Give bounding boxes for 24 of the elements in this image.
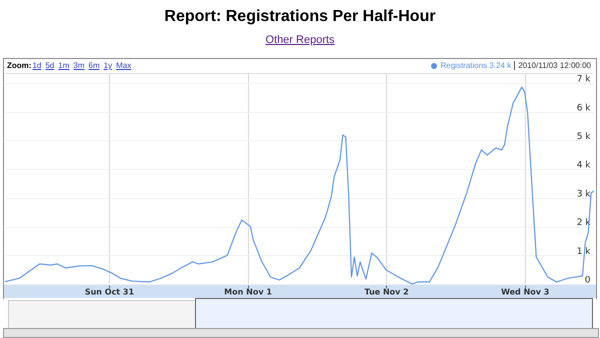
chart-title: Report: Registrations Per Half-Hour xyxy=(163,8,437,26)
y-tick-label: 6 k xyxy=(576,103,592,114)
chart-subtitle: Other Reports xyxy=(264,34,336,46)
text: 6m xyxy=(88,61,100,70)
x-tick-label: Sun Oct 31 xyxy=(84,288,134,296)
text: 1y xyxy=(104,61,112,70)
text: 3m xyxy=(73,61,84,70)
y-tick-label: 1 k xyxy=(576,246,592,257)
text: 2010/11/03 12:00:00 xyxy=(514,61,591,70)
text: 1d xyxy=(32,61,42,70)
y-tick-label: 5 k xyxy=(576,132,592,142)
x-tick-label: Mon Nov 1 xyxy=(224,288,272,296)
text: Max xyxy=(116,61,132,70)
y-tick-label: 7 k xyxy=(576,74,592,85)
text: 3.24 k xyxy=(488,61,512,70)
text: Zoom: xyxy=(7,61,32,70)
x-tick-label: Wed Nov 3 xyxy=(501,288,550,296)
x-tick-label: Tue Nov 2 xyxy=(364,288,409,296)
text: 1m xyxy=(58,61,70,70)
text: 5d xyxy=(45,61,54,70)
y-tick-label: 0 xyxy=(584,275,591,286)
y-tick-label: 4 k xyxy=(576,160,592,171)
y-tick-label: 3 k xyxy=(576,189,592,200)
legend-label: Registrations xyxy=(439,61,488,70)
